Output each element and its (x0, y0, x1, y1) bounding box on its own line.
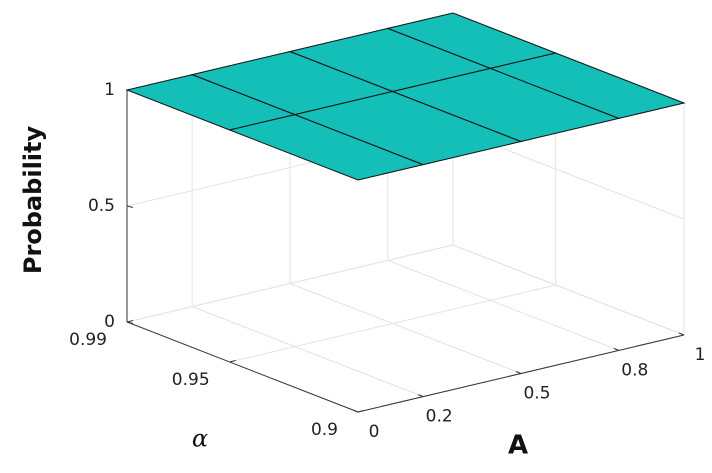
x-tick-label: 0.2 (426, 407, 453, 427)
y-tick (357, 410, 365, 413)
x-tick-label: 0 (369, 422, 380, 442)
y-tick-label: 0.99 (69, 330, 107, 350)
grid-line (387, 259, 619, 351)
x-tick-label: 0.8 (621, 360, 648, 380)
surface-patch (488, 52, 686, 119)
z-tick-label: 0.5 (88, 196, 115, 216)
z-tick (126, 205, 134, 208)
x-tick (678, 332, 685, 336)
grid-line (289, 283, 522, 374)
grid-line (452, 244, 685, 336)
y-axis-line (126, 321, 359, 413)
x-tick (613, 347, 619, 351)
x-tick-label: 1 (695, 345, 706, 365)
y-tick-label: 0.95 (172, 370, 210, 390)
x-axis-label: A (508, 431, 528, 461)
y-axis-label: α (192, 425, 208, 453)
grid-line (229, 284, 556, 363)
z-tick-label: 1 (104, 80, 115, 100)
x-tick (418, 394, 424, 398)
z-axis-label: Probability (19, 126, 47, 275)
z-tick (126, 321, 134, 324)
x-tick (352, 409, 359, 413)
grid-line (126, 244, 454, 323)
grid-line (192, 306, 424, 398)
x-tick (515, 371, 522, 374)
y-tick (229, 360, 236, 363)
y-tick-label: 0.9 (311, 420, 338, 440)
z-tick-label: 0 (104, 312, 115, 332)
x-tick-label: 0.5 (523, 384, 550, 404)
